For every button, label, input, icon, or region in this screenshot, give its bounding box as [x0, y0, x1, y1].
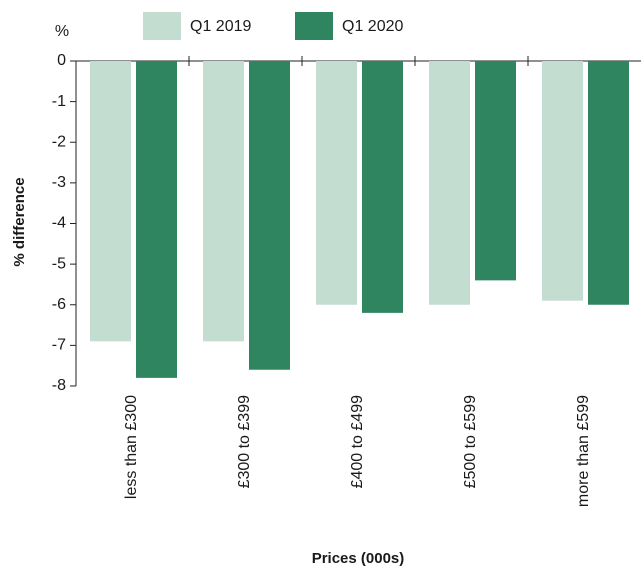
x-tick-label: more than £599 [575, 395, 592, 507]
y-tick-label: -6 [52, 296, 66, 313]
y-tick-label: 0 [57, 52, 66, 69]
y-tick-label: -2 [52, 133, 66, 150]
y-tick-label: -5 [52, 255, 66, 272]
y-tick-label: -7 [52, 337, 66, 354]
bar [316, 61, 357, 305]
y-tick-label: -3 [52, 174, 66, 191]
bar [90, 61, 131, 342]
legend-swatch [295, 12, 333, 40]
legend-label: Q1 2020 [342, 18, 403, 35]
x-tick-label: £300 to £399 [236, 395, 253, 489]
bar [136, 61, 177, 378]
bar [203, 61, 244, 342]
bar [362, 61, 403, 313]
legend-label: Q1 2019 [190, 18, 251, 35]
y-axis-title: % difference [11, 177, 28, 266]
x-tick-label: less than £300 [123, 395, 140, 499]
x-tick-label: £500 to £599 [462, 395, 479, 489]
legend-swatch [143, 12, 181, 40]
bar [429, 61, 470, 305]
y-tick-label: -4 [52, 215, 66, 232]
bar [249, 61, 290, 370]
x-axis-title: Prices (000s) [312, 550, 405, 567]
bar [588, 61, 629, 305]
y-unit: % [55, 23, 69, 40]
x-tick-label: £400 to £499 [349, 395, 366, 489]
bar [542, 61, 583, 301]
y-tick-label: -8 [52, 377, 66, 394]
y-tick-label: -1 [52, 93, 66, 110]
bar [475, 61, 516, 281]
